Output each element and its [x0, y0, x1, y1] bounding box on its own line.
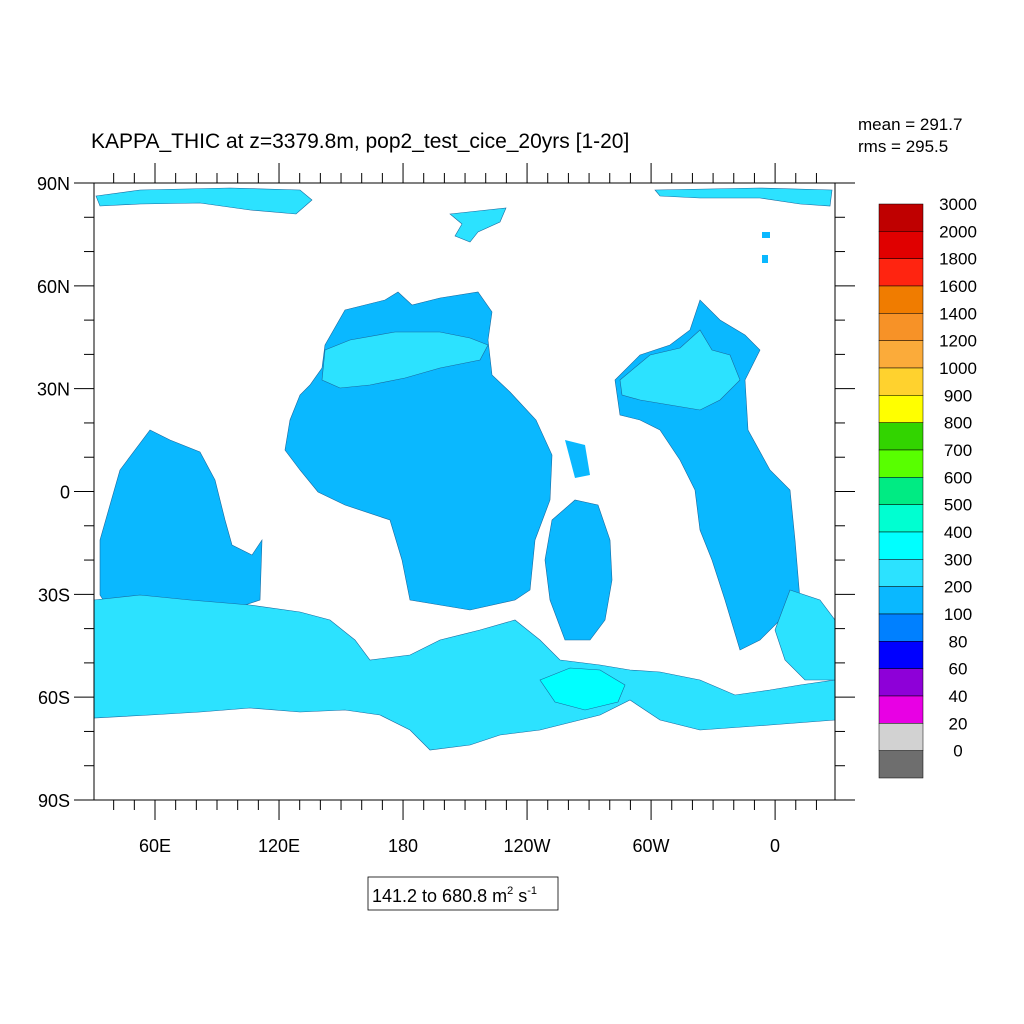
- colorbar-label: 60: [949, 660, 968, 679]
- colorbar: 3000200018001600140012001000900800700600…: [878, 195, 977, 779]
- range-label-sup2: -1: [527, 885, 537, 897]
- colorbar-label: 40: [949, 687, 968, 706]
- colorbar-swatch: [878, 340, 924, 369]
- arctic-speck: [762, 255, 768, 263]
- high-value-patch: [539, 667, 626, 711]
- colorbar-label: 500: [944, 496, 972, 515]
- ocean-field-map: [93, 183, 836, 800]
- lat-label: 60N: [37, 277, 70, 297]
- colorbar-swatch: [878, 313, 924, 341]
- colorbar-swatch: [878, 449, 924, 478]
- north-atlantic-band: [619, 329, 741, 411]
- lon-label: 60E: [139, 836, 171, 856]
- colorbar-label: 1600: [939, 277, 977, 296]
- kuroshio-band: [321, 331, 489, 389]
- colorbar-label: 80: [949, 632, 968, 651]
- colorbar-swatch: [878, 203, 924, 232]
- lon-label: 180: [388, 836, 418, 856]
- colorbar-swatch: [878, 477, 924, 505]
- range-label-sup1: 2: [507, 885, 513, 897]
- colorbar-label: 3000: [939, 195, 977, 214]
- range-label-text: 141.2 to 680.8 m: [372, 886, 507, 906]
- southern-ocean: [93, 594, 836, 751]
- caribbean-patch: [565, 440, 590, 478]
- range-label: 141.2 to 680.8 m2 s-1: [372, 885, 537, 906]
- colorbar-label: 1000: [939, 359, 977, 378]
- lat-label: 60S: [38, 688, 70, 708]
- colorbar-label: 300: [944, 550, 972, 569]
- colorbar-swatch: [878, 723, 924, 751]
- east-atlantic: [774, 589, 836, 681]
- colorbar-swatch: [878, 395, 924, 423]
- plot-title: KAPPA_THIC at z=3379.8m, pop2_test_cice_…: [91, 130, 629, 153]
- colorbar-label: 100: [944, 605, 972, 624]
- colorbar-label: 1200: [939, 332, 977, 351]
- lat-label: 90N: [37, 174, 70, 194]
- south-pacific: [544, 499, 613, 641]
- colorbar-swatch: [878, 258, 924, 287]
- colorbar-swatch: [878, 367, 924, 396]
- colorbar-label: 600: [944, 468, 972, 487]
- colorbar-swatch: [878, 695, 924, 724]
- colorbar-swatch: [878, 559, 924, 587]
- lat-label: 0: [60, 483, 70, 503]
- colorbar-swatch: [878, 613, 924, 642]
- arctic-ocean: [95, 187, 313, 215]
- lat-label: 90S: [38, 791, 70, 811]
- lon-label: 0: [770, 836, 780, 856]
- longitude-labels: 60E 120E 180 120W 60W 0: [139, 836, 780, 856]
- colorbar-label: 700: [944, 441, 972, 460]
- arctic-ocean-east: [654, 187, 833, 207]
- colorbar-swatch: [878, 586, 924, 615]
- lat-label: 30N: [37, 380, 70, 400]
- lon-label: 60W: [632, 836, 669, 856]
- colorbar-label: 1800: [939, 250, 977, 269]
- colorbar-swatch: [878, 422, 924, 451]
- barents-patch: [449, 207, 507, 243]
- colorbar-label: 900: [944, 386, 972, 405]
- colorbar-swatch: [878, 750, 924, 779]
- colorbar-label: 800: [944, 414, 972, 433]
- colorbar-label: 1400: [939, 304, 977, 323]
- colorbar-label: 200: [944, 578, 972, 597]
- colorbar-swatch: [878, 531, 924, 560]
- axis-ticks: [74, 163, 855, 820]
- mean-stat: mean = 291.7: [858, 115, 962, 134]
- colorbar-label: 2000: [939, 222, 977, 241]
- arctic-speck: [762, 232, 770, 238]
- colorbar-swatch: [878, 231, 924, 259]
- range-label-box: [367, 876, 559, 911]
- rms-stat: rms = 295.5: [858, 137, 948, 156]
- colorbar-label: 400: [944, 523, 972, 542]
- lon-label: 120W: [503, 836, 550, 856]
- lat-label: 30S: [38, 585, 70, 605]
- colorbar-swatch: [878, 668, 924, 697]
- colorbar-swatch: [878, 504, 924, 533]
- colorbar-label: 0: [953, 742, 962, 761]
- colorbar-label: 20: [949, 714, 968, 733]
- colorbar-swatch: [878, 641, 924, 669]
- colorbar-swatch: [878, 285, 924, 314]
- range-label-mid: s: [513, 886, 527, 906]
- lon-label: 120E: [258, 836, 300, 856]
- latitude-labels: 90N 60N 30N 0 30S 60S 90S: [37, 174, 70, 811]
